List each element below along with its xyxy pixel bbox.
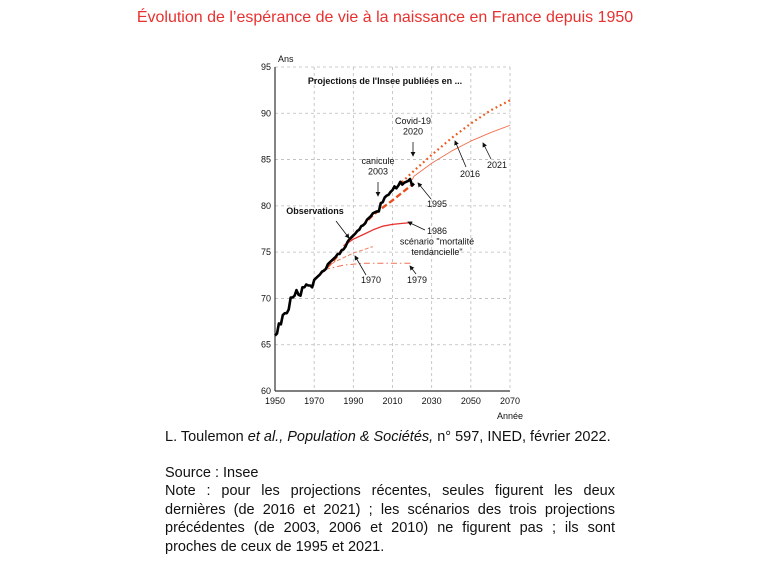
series-line-observations [274,177,415,337]
note-text: Note : pour les projections récentes, se… [165,483,615,555]
citation: L. Toulemon et al., Population & Société… [165,428,615,447]
annotation-a1970: 1970 [361,275,381,285]
annotation-arrow-a1986 [407,221,426,231]
y-tick-label: 70 [261,293,271,303]
series-line-2021 [411,124,511,181]
y-tick-label: 95 [261,62,271,72]
citation-journal: et al., Population & Sociétés, [247,429,434,445]
source-text: Source : Insee [165,465,259,481]
x-tick-label: 1950 [265,396,285,406]
y-tick-label: 80 [261,201,271,211]
series-line-1986 [343,221,413,247]
y-tick-label: 90 [261,108,271,118]
y-tick-label: 85 [261,155,271,165]
citation-author: L. Toulemon [165,429,248,445]
annotation-covid: 2020 [403,127,423,137]
annotation-a1995: 1995 [427,199,447,209]
figure-title: Évolution de l’espérance de vie à la nai… [136,9,634,26]
x-tick-label: 2030 [422,396,442,406]
x-tick-label: 1970 [304,396,324,406]
annotation-arrow-a2016 [454,140,467,168]
x-tick-label: 2010 [382,396,402,406]
annotation-arrow-obs [335,220,350,239]
annotation-arrow-a1979 [409,265,417,275]
y-axis-label: Ans [278,54,294,64]
annotation-obs: Observations [286,206,344,216]
annotation-canicule: canicule [361,156,394,166]
annotation-a1986: 1986 [427,226,447,236]
annotation-a1979: 1979 [407,275,427,285]
annotation-a2016: 2016 [460,169,480,179]
x-tick-label: 1990 [343,396,363,406]
annotation-canicule: 2003 [368,167,388,177]
y-tick-label: 65 [261,340,271,350]
annotation-arrow-a2021 [482,142,492,160]
annotation-a1986: tendancielle" [411,247,462,257]
annotation-arrow-a1970 [354,255,367,276]
annotation-arrow-a1995 [417,182,432,200]
x-tick-label: 2050 [461,396,481,406]
annotation-a1986: scénario "mortalité [400,237,474,247]
x-axis-label: Année [497,411,523,421]
citation-details: n° 597, INED, février 2022. [433,429,611,445]
annotation-a2021: 2021 [487,160,507,170]
y-tick-label: 75 [261,247,271,257]
x-tick-label: 2070 [500,396,520,406]
series-line-1995 [313,183,413,281]
annotation-covid: Covid-19 [395,116,431,126]
series-line-1979 [323,262,413,271]
y-tick-label: 60 [261,386,271,396]
chart-title: Projections de l'Insee publiées en ... [308,76,462,86]
